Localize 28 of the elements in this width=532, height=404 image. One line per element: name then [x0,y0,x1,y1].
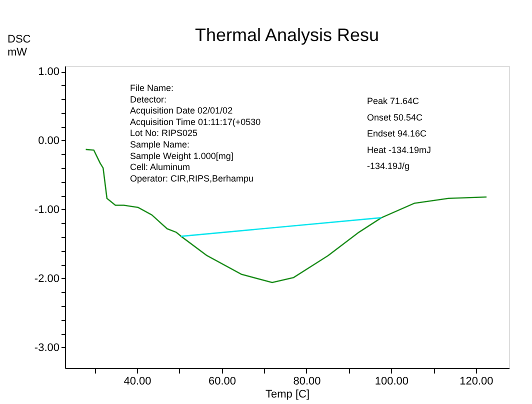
x-tick-label: 100.00 [374,376,409,388]
annotation: Heat -134.19mJ [367,144,432,155]
annotation: Endset 94.16C [367,128,428,139]
annotation: File Name: [130,83,174,93]
y-tick-label: -1.00 [34,204,60,216]
annotation: -134.19J/g [367,161,410,172]
annotation: Cell: Aluminum [130,162,190,172]
annotation: Detector: [130,94,167,104]
chart-title: Thermal Analysis Resu [194,25,380,45]
y-tick-label: -2.00 [34,272,60,285]
annotation: Onset 50.54C [367,112,424,122]
annotation: Operator: CIR,RIPS,Berhampu [130,173,254,184]
annotation: Acquisition Time 01:11:17(+0530 [130,116,261,127]
annotation: Sample Weight 1.000[mg] [130,150,234,161]
annotation: Peak 71.64C [367,96,420,106]
annotation: Acquisition Date 02/01/02 [130,106,233,116]
x-tick-label: 120.00 [460,376,494,388]
line-series [85,148,488,284]
annotation: Sample Name: [130,140,190,150]
x-tick-label: 80.00 [293,376,321,388]
annotation: Lot No: RIPS025 [130,128,198,138]
y-axis-title: DSC mW [8,34,31,58]
y-tick-label: -3.00 [34,342,60,354]
y-tick-label: 1.00 [38,66,60,78]
x-axis-title: Temp [C] [265,388,310,400]
x-tick-label: 60.00 [208,376,236,388]
x-tick-label: 40.00 [124,376,152,388]
y-tick-label: 0.00 [38,134,60,147]
